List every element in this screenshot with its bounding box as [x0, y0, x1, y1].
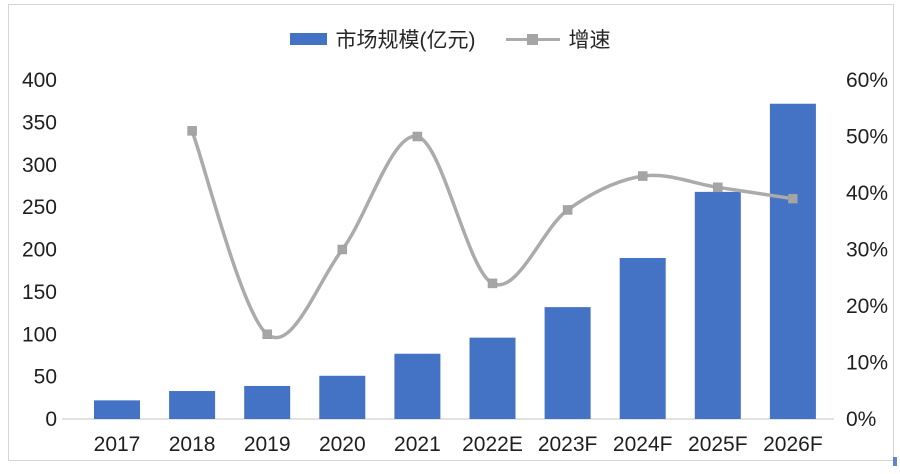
x-axis-category-label: 2021	[394, 433, 441, 456]
bar	[619, 257, 666, 419]
line-marker	[487, 278, 498, 289]
left-axis-tick-label: 300	[22, 154, 57, 177]
bar	[394, 353, 441, 419]
line-marker	[788, 193, 798, 204]
right-axis-tick-label: 10%	[846, 352, 888, 375]
x-axis-category-label: 2025F	[688, 433, 748, 456]
bar	[94, 400, 140, 419]
bar	[469, 337, 516, 419]
left-axis-tick-label: 150	[22, 281, 57, 304]
x-axis-category-label: 2018	[169, 433, 216, 456]
x-axis-category-label: 2023F	[538, 433, 598, 456]
bar	[769, 103, 816, 419]
line-marker	[412, 131, 423, 142]
bar-series-swatch-icon	[289, 33, 327, 45]
right-axis-tick-label: 40%	[846, 182, 888, 205]
x-axis-category-label: 2017	[94, 433, 141, 456]
left-axis-tick-label: 100	[22, 323, 57, 346]
bar	[319, 375, 366, 419]
legend-label-market-size: 市场规模(亿元)	[335, 29, 476, 52]
bar	[694, 191, 741, 419]
legend-label-growth: 增速	[568, 29, 611, 52]
right-axis-tick-label: 60%	[846, 69, 888, 92]
line-marker	[637, 171, 648, 181]
line-marker	[262, 329, 272, 339]
x-axis-category-label: 2020	[319, 433, 366, 456]
left-axis-tick-label: 400	[22, 69, 57, 92]
left-axis-tick-label: 0	[45, 408, 57, 431]
left-axis-tick-label: 50	[34, 366, 57, 389]
x-axis-category-label: 2019	[244, 433, 291, 456]
right-axis-tick-label: 0%	[846, 408, 876, 431]
line-marker	[713, 182, 723, 193]
line-series-marker-icon	[505, 33, 560, 45]
right-axis-tick-label: 30%	[846, 239, 888, 262]
legend-item-growth: 增速	[505, 24, 611, 54]
screen-artifact-mark	[893, 457, 897, 466]
right-axis-tick-label: 20%	[846, 295, 888, 318]
left-axis-tick-label: 350	[22, 111, 57, 134]
left-axis-tick-label: 250	[22, 196, 57, 219]
x-axis-category-label: 2024F	[613, 433, 673, 456]
line-marker	[337, 244, 348, 255]
chart-frame	[8, 4, 894, 461]
left-axis-tick-label: 200	[22, 239, 57, 262]
right-axis-tick-label: 50%	[846, 126, 888, 149]
line-swatch-square	[526, 33, 538, 45]
bar	[169, 391, 216, 419]
x-axis-category-label: 2022E	[462, 433, 523, 456]
line-marker	[187, 126, 197, 136]
bar	[544, 307, 591, 419]
x-axis-category-label: 2026F	[763, 433, 823, 456]
legend-item-market-size: 市场规模(亿元)	[289, 24, 476, 54]
line-marker	[562, 205, 573, 215]
bar	[244, 385, 291, 419]
chart-legend: 市场规模(亿元) 增速	[0, 24, 900, 54]
